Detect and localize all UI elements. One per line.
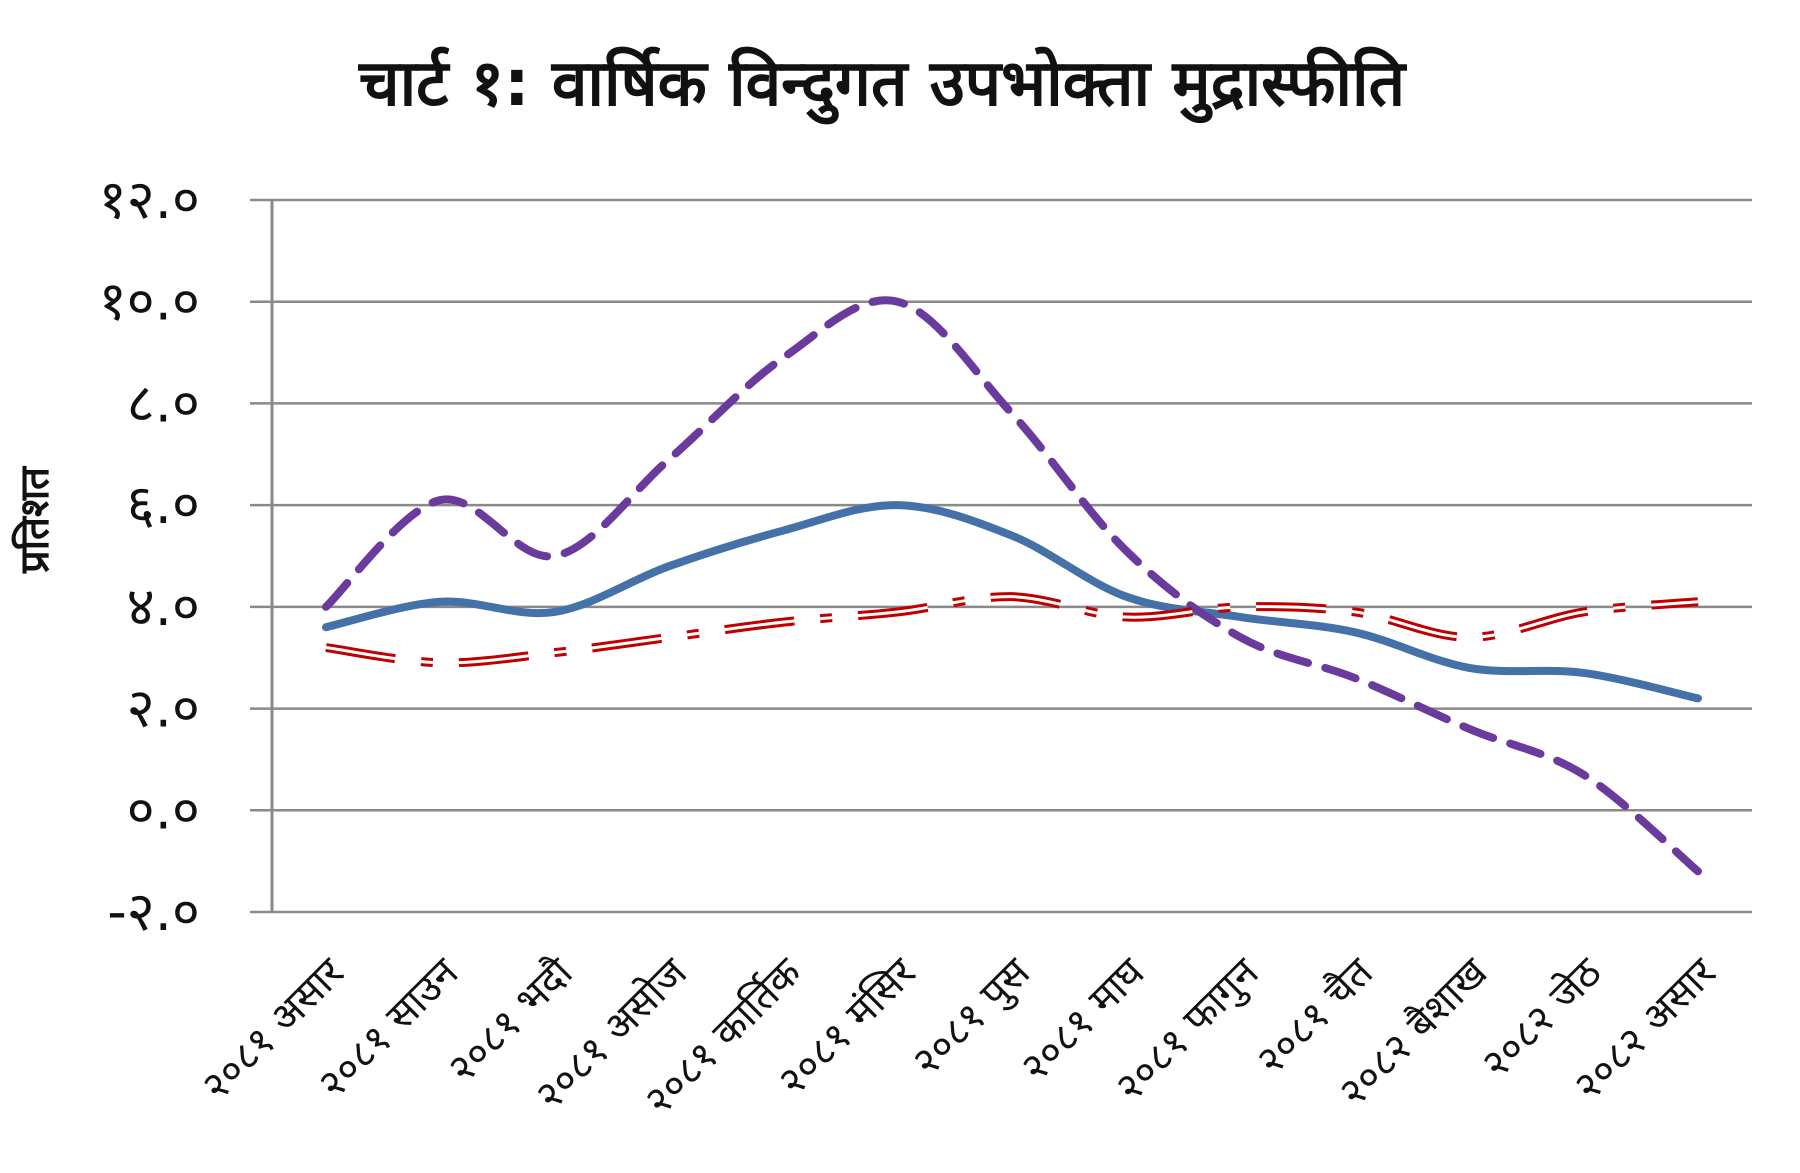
data-point (438, 661, 442, 665)
data-point (1696, 696, 1700, 700)
series-line-solid (322, 501, 1702, 703)
data-point (324, 605, 328, 609)
data-point (781, 356, 785, 360)
data-point (1582, 671, 1586, 675)
data-point (896, 300, 900, 304)
data-point (1239, 615, 1243, 619)
series-2-dashed (322, 296, 1702, 876)
data-point (1467, 666, 1471, 670)
data-point (553, 554, 557, 558)
data-point (324, 625, 328, 629)
data-point (1124, 595, 1128, 599)
data-point (896, 610, 900, 614)
data-point (438, 600, 442, 604)
y-tick-label: -२.० (107, 880, 200, 943)
series-line-dashed (322, 296, 1702, 876)
series-line-double-inner (325, 595, 1699, 665)
data-point (1353, 676, 1357, 680)
data-point (1582, 773, 1586, 777)
data-point (1353, 610, 1357, 614)
data-point (1239, 605, 1243, 609)
data-point (1582, 610, 1586, 614)
data-point (553, 610, 557, 614)
data-point (1010, 595, 1014, 599)
y-tick-label: १०.० (99, 270, 200, 333)
data-point (553, 651, 557, 655)
data-point (1467, 635, 1471, 639)
y-axis-label: प्रतिशत (11, 466, 58, 574)
data-point (1010, 412, 1014, 416)
data-point (667, 457, 671, 461)
y-tick-label: ६.० (127, 473, 200, 536)
y-tick-label: ०.० (127, 778, 200, 841)
data-point (781, 620, 785, 624)
data-point (667, 564, 671, 568)
series-1-solid (322, 501, 1702, 703)
data-point (1124, 549, 1128, 553)
data-point (1696, 869, 1700, 873)
y-tick-label: १२.० (99, 168, 200, 231)
data-point (896, 503, 900, 507)
data-point (438, 498, 442, 502)
series-3-double-dash-dot (324, 592, 1700, 668)
y-tick-label: ८.० (127, 371, 200, 434)
data-point (324, 646, 328, 650)
data-point (1124, 615, 1128, 619)
series-lines (322, 296, 1702, 876)
chart-title: चार्ट १: वार्षिक विन्दुगत उपभोक्ता मुद्र… (358, 46, 1408, 125)
data-point (1010, 534, 1014, 538)
y-tick-label: २.० (127, 677, 200, 740)
data-point (1353, 630, 1357, 634)
data-point (667, 635, 671, 639)
y-axis-ticks: -२.० ०.० २.० ४.० ६.० ८.० १०.० १२.० (99, 168, 200, 943)
data-point (1239, 635, 1243, 639)
data-point (1696, 600, 1700, 604)
data-point (781, 529, 785, 533)
y-tick-label: ४.० (127, 575, 200, 638)
grid-lines (250, 198, 1752, 914)
data-point (1467, 727, 1471, 731)
